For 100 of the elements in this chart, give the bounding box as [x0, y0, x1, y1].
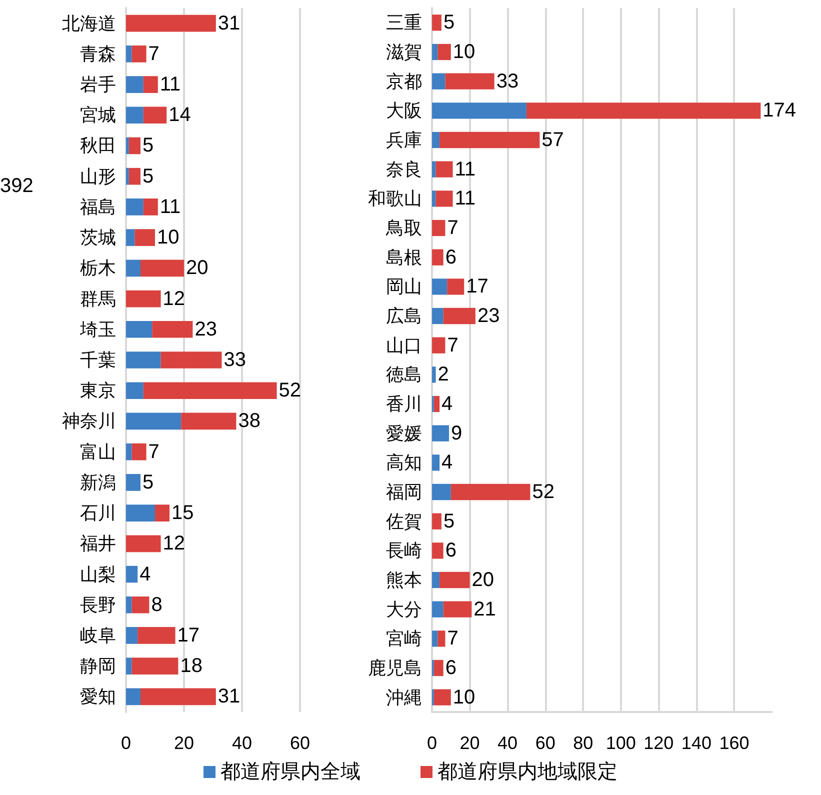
total-label: 52	[278, 380, 302, 402]
total-label: 23	[194, 318, 217, 340]
bar	[432, 601, 444, 618]
bar	[432, 425, 449, 442]
total-label: 7	[447, 334, 458, 356]
y-tick-label: 富山	[80, 442, 116, 462]
y-tick-label: 岩手	[80, 74, 116, 95]
total-label: 2	[438, 364, 449, 386]
y-tick-label: 北海道	[62, 13, 116, 34]
bar	[160, 352, 222, 368]
total-label: 10	[452, 686, 476, 708]
bar	[126, 45, 132, 62]
y-tick-label: 栃木	[80, 258, 116, 278]
bar	[126, 352, 161, 368]
bar	[143, 106, 167, 124]
total-label: 7	[447, 628, 458, 650]
total-label: 33	[224, 349, 246, 371]
total-label: 6	[445, 246, 456, 268]
bar	[432, 542, 444, 559]
total-label: 10	[452, 41, 476, 63]
x-tick-label: 60	[535, 733, 556, 753]
bar	[432, 161, 436, 178]
bar	[143, 76, 158, 93]
y-tick-label: 福岡	[386, 482, 422, 502]
bar	[126, 658, 132, 675]
bar	[132, 658, 178, 675]
bar	[432, 630, 438, 647]
total-label: 4	[140, 563, 151, 586]
y-tick-label: 長崎	[386, 540, 422, 561]
y-tick-label: 岐阜	[80, 625, 116, 646]
bar	[152, 320, 193, 338]
x-tick-label: 0	[120, 733, 132, 753]
bar	[432, 278, 448, 295]
total-label: 5	[443, 510, 455, 532]
y-tick-label: 鹿児島	[368, 658, 422, 678]
y-tick-label: 福島	[80, 196, 116, 217]
bar	[155, 504, 170, 522]
y-tick-label: 埼玉	[79, 319, 116, 340]
x-tick-label: 120	[644, 733, 674, 753]
y-tick-label: 三重	[386, 12, 422, 33]
total-label: 9	[451, 422, 462, 444]
total-label: 33	[496, 70, 519, 92]
total-label: 5	[142, 165, 154, 188]
total-label: 57	[542, 129, 564, 151]
bar	[126, 596, 132, 614]
total-label: 6	[445, 657, 456, 679]
legend-label: 都道府県内地域限定	[438, 761, 618, 783]
y-tick-label: 鳥取	[385, 218, 422, 238]
y-tick-label: 山口	[386, 335, 422, 356]
y-tick-label: 宮城	[80, 105, 116, 126]
y-tick-label: 広島	[386, 306, 422, 326]
x-tick-label: 140	[681, 733, 712, 753]
total-label: 7	[447, 217, 458, 239]
bar	[126, 14, 216, 32]
y-tick-label: 山形	[80, 166, 116, 186]
bar	[432, 308, 444, 324]
y-tick-label: 香川	[386, 394, 422, 414]
bar	[181, 412, 236, 430]
total-label: 52	[532, 481, 554, 503]
y-tick-label: 青森	[80, 44, 116, 64]
bar	[126, 106, 144, 124]
y-tick-label: 高知	[386, 452, 422, 473]
bar	[126, 566, 138, 583]
total-label: 17	[177, 624, 200, 646]
x-tick-label: 80	[573, 733, 594, 753]
x-tick-label: 40	[498, 733, 518, 753]
total-label: 4	[442, 393, 453, 415]
bar	[126, 260, 140, 277]
total-label: 7	[148, 42, 160, 65]
bar	[126, 412, 182, 430]
bar	[434, 396, 440, 412]
bar	[126, 504, 155, 522]
total-label: 10	[157, 226, 180, 249]
total-label: 18	[180, 655, 202, 678]
total-label: 7	[148, 440, 160, 463]
bar	[126, 535, 161, 552]
bar	[432, 337, 446, 354]
bar	[132, 45, 146, 62]
bar	[126, 320, 152, 338]
x-tick-label: 100	[606, 733, 636, 753]
bar	[440, 132, 540, 148]
bar	[432, 220, 446, 236]
text: 392	[0, 175, 34, 197]
bar	[432, 513, 442, 530]
bar	[132, 443, 146, 460]
bar	[140, 260, 184, 277]
bar	[432, 44, 438, 60]
total-label: 8	[151, 594, 162, 616]
y-tick-label: 兵庫	[386, 130, 422, 150]
bar	[526, 102, 761, 119]
total-label: 20	[186, 257, 208, 280]
y-tick-label: 島根	[386, 247, 422, 268]
bar	[434, 660, 444, 676]
bar	[447, 278, 464, 295]
bar	[126, 382, 144, 400]
bar	[432, 484, 451, 500]
bar	[432, 366, 436, 383]
bar	[432, 454, 440, 471]
bar	[432, 249, 444, 266]
total-label: 23	[477, 305, 500, 327]
